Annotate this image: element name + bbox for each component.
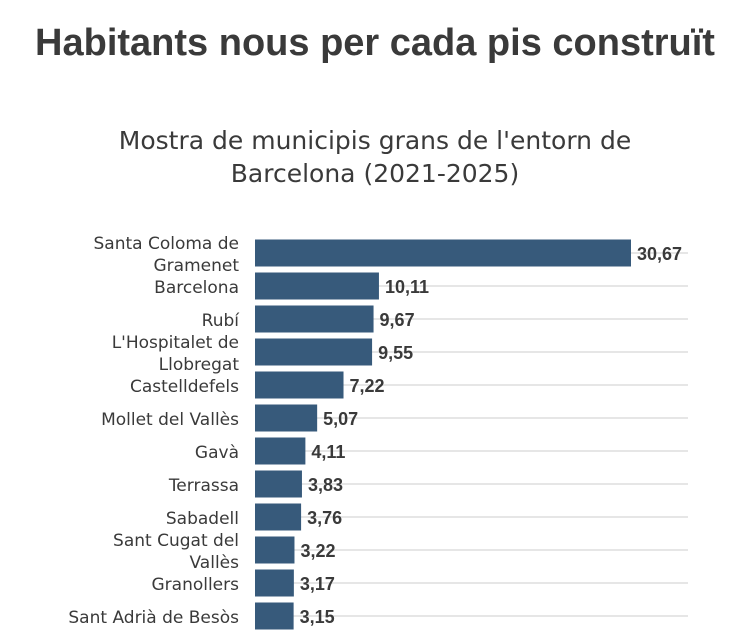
bar [255, 272, 379, 300]
category-label: Castelldefels [130, 377, 239, 397]
category-label: Llobregat [159, 355, 240, 375]
category-label: Mollet del Vallès [101, 410, 239, 430]
bar [255, 470, 302, 498]
category-label: Barcelona [154, 278, 239, 298]
category-label: Terrassa [168, 476, 239, 496]
category-label: Gramenet [154, 256, 240, 276]
data-label: 3,22 [300, 541, 335, 561]
data-label: 4,11 [311, 442, 345, 462]
data-label: 3,76 [307, 508, 342, 528]
data-label: 30,67 [637, 244, 682, 264]
data-label: 3,83 [308, 475, 343, 495]
bar [255, 371, 344, 399]
category-label: Sant Cugat del [113, 531, 239, 551]
data-label: 9,55 [378, 343, 413, 363]
data-label: 3,17 [300, 574, 335, 594]
category-label: Sant Adrià de Besòs [68, 608, 239, 628]
bar [255, 404, 318, 432]
category-label: Granollers [151, 575, 239, 595]
category-label: Rubí [202, 311, 241, 331]
bar [255, 305, 374, 333]
category-label: Gavà [195, 443, 239, 463]
data-label: 10,11 [385, 277, 429, 297]
bar [255, 569, 294, 597]
category-label: Santa Coloma de [94, 234, 240, 254]
data-label: 9,67 [380, 310, 415, 330]
chart-subtitle: Mostra de municipis grans de l'entorn de… [118, 126, 632, 188]
category-label: Sabadell [166, 509, 239, 529]
bar [255, 437, 306, 465]
category-label: L'Hospitalet de [112, 333, 239, 353]
bar [255, 239, 631, 267]
data-label: 3,15 [300, 607, 335, 627]
data-label: 5,07 [323, 409, 358, 429]
bar [255, 536, 295, 564]
bar [255, 338, 373, 366]
bar [255, 503, 302, 531]
category-label: Vallès [190, 553, 240, 573]
chart-title: Habitants nous per cada pis construït [35, 22, 715, 64]
data-label: 7,22 [350, 376, 385, 396]
bar [255, 602, 294, 630]
